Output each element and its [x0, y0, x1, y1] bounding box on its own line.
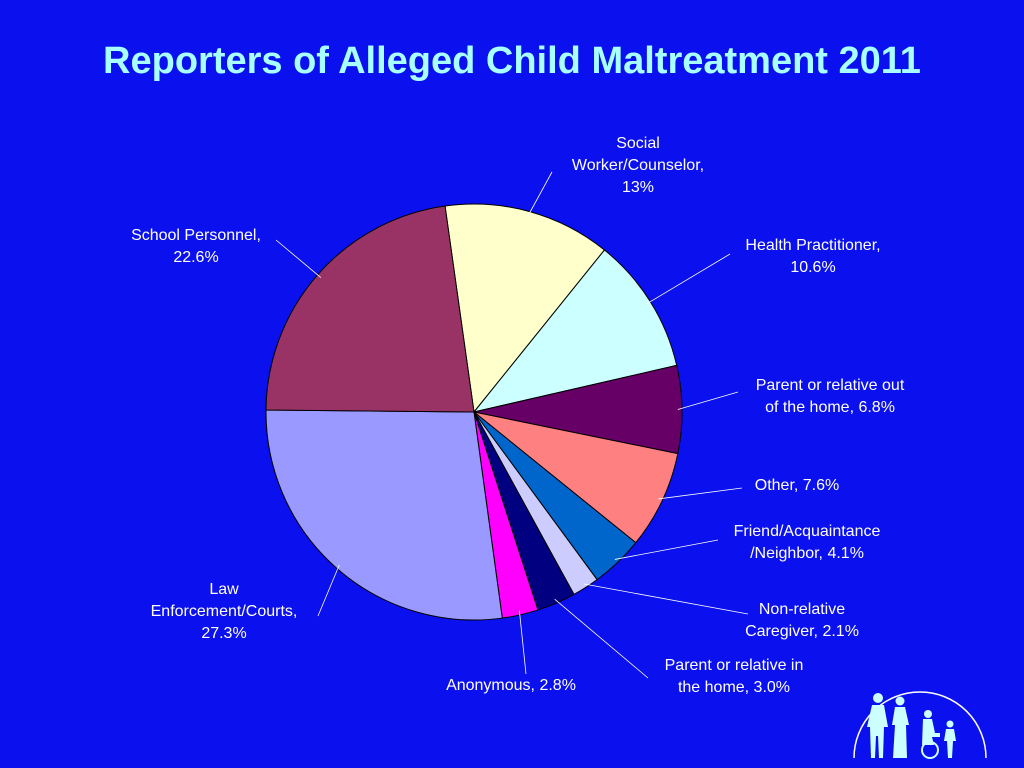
slice-label: Non-relative Caregiver, 2.1%	[745, 601, 859, 640]
slice-labels: Social Worker/Counselor, 13% Health Practit…	[131, 135, 905, 696]
leader-line	[275, 239, 322, 278]
leader-line	[518, 610, 527, 675]
slice-label: Friend/Acquaintance/Neighbor, 4.1%	[734, 523, 881, 562]
slice-label: Parent or relative out of the home, 6.8%	[756, 377, 905, 416]
leader-line	[677, 391, 739, 410]
pie-slice	[265, 205, 475, 413]
leader-line	[646, 253, 731, 305]
slice-label: Health Practitioner, 10.6%	[745, 237, 880, 276]
pie-slices	[265, 203, 683, 621]
pie-slice	[265, 409, 503, 621]
pie-slice	[444, 203, 606, 414]
leader-lines	[275, 171, 749, 679]
leader-line	[614, 539, 719, 560]
pie-slice	[473, 411, 679, 544]
slice-label: Social Worker/Counselor, 13%	[572, 135, 704, 196]
chart-title: Reporters of Alleged Child Maltreatment …	[103, 40, 921, 82]
slice-label: Other, 7.6%	[755, 477, 840, 494]
leader-line	[583, 583, 749, 615]
leader-line	[527, 171, 553, 216]
slice-label: Anonymous, 2.8%	[446, 677, 576, 694]
family-silhouette-icon	[853, 691, 987, 759]
leader-line	[658, 487, 743, 500]
leader-line	[554, 598, 649, 679]
slice-label: School Personnel, 22.6%	[131, 227, 261, 266]
slice-label: Law Enforcement/Courts, 27.3%	[151, 581, 298, 642]
leader-line	[317, 564, 340, 617]
slice-label: Parent or relative in the home, 3.0%	[665, 657, 804, 696]
